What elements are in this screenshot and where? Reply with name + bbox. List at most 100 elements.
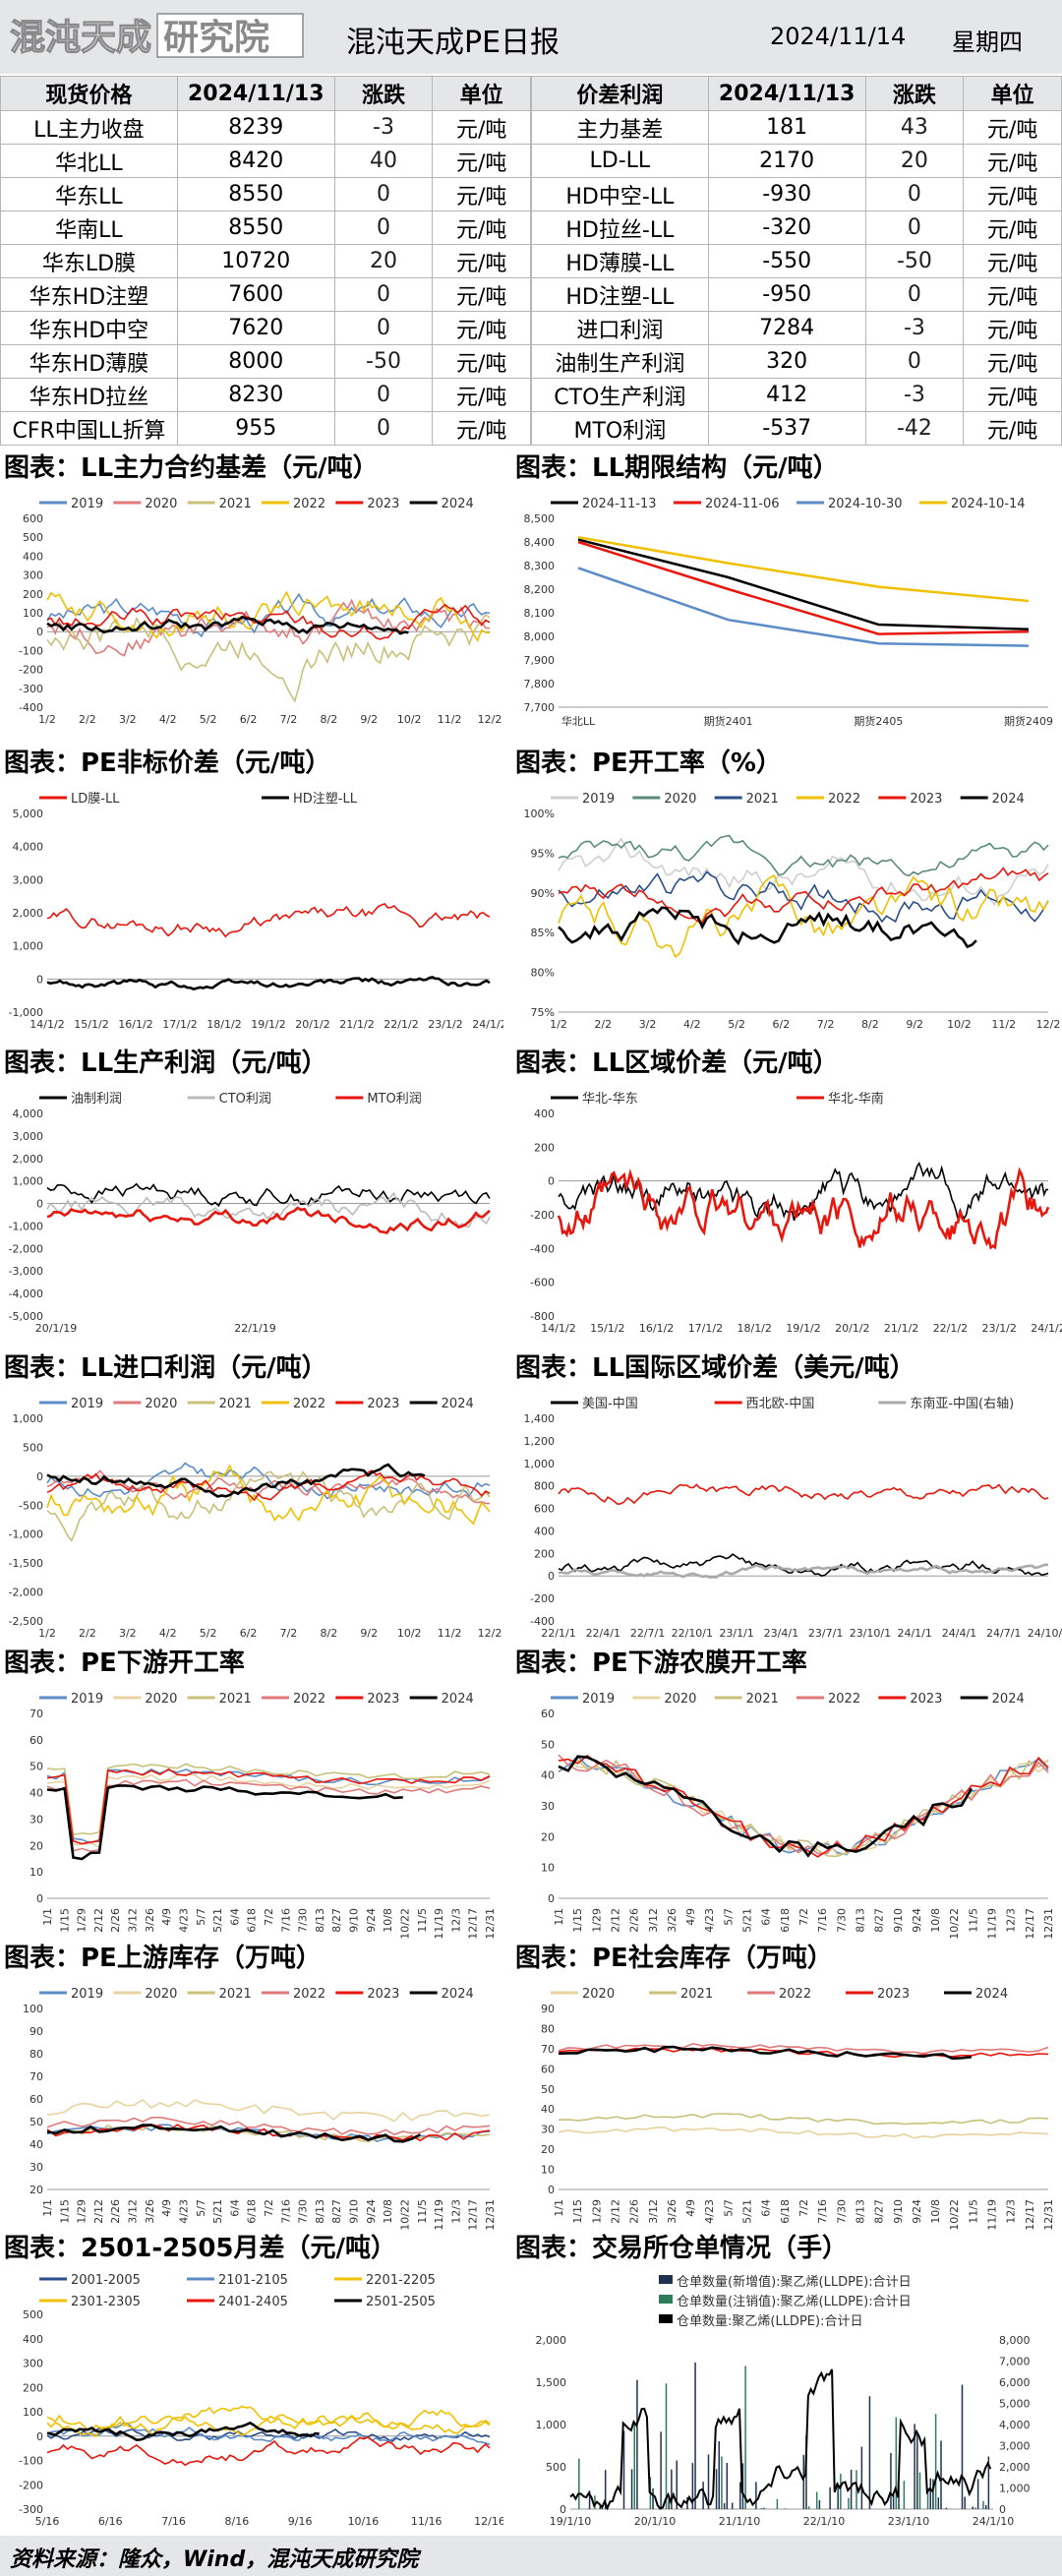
chart-title: 图表：LL进口利润（元/吨） [4, 1353, 327, 1383]
x-tick-label: 9/24 [365, 2199, 378, 2224]
x-tick-label: 11/19 [433, 1908, 445, 1940]
table-cell: 8000 [176, 344, 335, 379]
bar [868, 2396, 871, 2509]
y-tick-label: -1,000 [9, 1528, 43, 1541]
x-tick-label: 12/31 [1042, 1908, 1055, 1940]
table-cell: 元/吨 [963, 411, 1062, 446]
x-tick-label: 10/2 [397, 713, 422, 726]
table-cell: 元/吨 [963, 177, 1062, 211]
table-cell: 0 [864, 210, 965, 245]
bar [630, 2469, 633, 2509]
y-tick-label: 30 [541, 2124, 555, 2136]
series-line [46, 603, 491, 640]
x-tick-label: 7/2 [817, 1018, 835, 1031]
legend-label: 2024 [442, 1397, 474, 1411]
series-line [46, 2098, 491, 2123]
legend-label: 仓单数量:聚乙烯(LLDPE):合计日 [677, 2314, 862, 2329]
x-tick-label: 7/2 [263, 2199, 275, 2217]
y-tick-label: 800 [534, 1480, 555, 1493]
x-tick-label: 4/9 [160, 1908, 173, 1926]
x-tick-label: 22/1/10 [803, 2515, 845, 2528]
legend-item: 2023 [878, 1692, 942, 1707]
y-tick-label: 1,400 [524, 1412, 556, 1425]
chart-title: 图表：LL国际区域价差（美元/吨） [515, 1353, 915, 1383]
y-tick-label: 10 [541, 1862, 555, 1875]
table-cell: 元/吨 [432, 277, 531, 312]
y-tick-label: -2,000 [9, 1587, 43, 1599]
bar [760, 2507, 762, 2509]
legend-label: 仓单数量(新增值):聚乙烯(LLDPE):合计日 [677, 2274, 912, 2290]
x-tick-label: 10/8 [929, 1908, 942, 1933]
bar [707, 2454, 710, 2509]
bar [976, 2479, 979, 2509]
y-tick-label: 400 [23, 2333, 43, 2346]
y-tick-label: 10 [541, 2164, 555, 2177]
bar [604, 2470, 607, 2509]
x-tick-label: 2/26 [628, 1908, 641, 1933]
legend-item: LD膜-LL [39, 792, 120, 807]
series-line [558, 906, 977, 949]
series-line [46, 592, 491, 638]
table-cell: -550 [707, 244, 866, 278]
table-cell: 元/吨 [432, 344, 531, 379]
bar [903, 2481, 906, 2509]
legend-label: 东南亚-中国(右轴) [910, 1396, 1014, 1411]
table-cell: 0 [333, 411, 434, 446]
x-tick-label: 9/10 [892, 2199, 905, 2224]
x-tick-label: 17/1/2 [162, 1018, 197, 1031]
table-row: HD注塑-LL -950 0 元/吨 [531, 277, 1062, 312]
y-tick-label: 0 [548, 1570, 555, 1583]
x-tick-label: 华北LL [561, 714, 596, 728]
y-tick-label: -100 [19, 644, 43, 657]
x-tick-label: 17/1/2 [688, 1322, 723, 1335]
table-cell: 华南LL [0, 210, 178, 245]
bar [671, 2469, 673, 2509]
y-tick-label: 500 [23, 2308, 43, 2321]
table-cell: -320 [707, 210, 866, 245]
x-tick-label: 5/2 [200, 713, 217, 726]
chart-13: 仓单数量(新增值):聚乙烯(LLDPE):合计日仓单数量(注销值):聚乙烯(LL… [536, 2274, 1031, 2528]
legend-item: 2023 [335, 1692, 399, 1707]
bar [964, 2496, 966, 2509]
x-tick-label: 1/2 [550, 1018, 567, 1031]
legend-label: 2021 [680, 1987, 713, 2002]
y-tick-label: -400 [530, 1242, 555, 1255]
legend-label: 2024-10-14 [951, 497, 1026, 511]
legend-item: 东南亚-中国(右轴) [878, 1396, 1014, 1411]
y-tick-label: 500 [546, 2461, 566, 2474]
bar [652, 2488, 654, 2509]
y-tick-label: 200 [23, 2381, 43, 2394]
y-tick-label: 400 [534, 1108, 555, 1120]
bar [848, 2497, 850, 2509]
legend-item: 2024-11-13 [551, 497, 657, 511]
legend-item: 2024 [409, 1692, 474, 1707]
series-line [46, 1470, 491, 1543]
y-tick-label: -200 [19, 2479, 43, 2491]
x-tick-label: 8/27 [873, 2199, 886, 2224]
legend-item: 油制利润 [39, 1092, 122, 1107]
y-tick-label: 80 [541, 2022, 555, 2035]
table-row: CTO生产利润 412 -3 元/吨 [531, 378, 1062, 412]
series-line [558, 870, 1049, 924]
legend-swatch [659, 2275, 673, 2284]
x-tick-label: 8/27 [873, 1908, 886, 1933]
x-tick-label: 4/23 [177, 2199, 190, 2224]
legend-item: 2023 [846, 1987, 910, 2002]
y2-tick-label: 6,000 [999, 2376, 1031, 2389]
series-line [46, 1182, 491, 1208]
bar [972, 2506, 974, 2509]
bar [937, 2497, 940, 2509]
y-tick-label: 1,500 [536, 2376, 567, 2389]
y-tick-label: 60 [30, 1734, 43, 1747]
x-tick-label: 2/12 [609, 1908, 621, 1933]
x-tick-label: 3/12 [127, 1908, 140, 1933]
x-tick-label: 6/2 [240, 1627, 258, 1640]
y-tick-label: 50 [30, 1761, 43, 1773]
y-tick-label: 40 [541, 1769, 555, 1782]
legend-item: 仓单数量(新增值):聚乙烯(LLDPE):合计日 [659, 2274, 912, 2290]
x-tick-label: 23/4/1 [764, 1627, 798, 1640]
series-line [558, 1759, 1049, 1858]
series-line [558, 2045, 973, 2061]
legend-label: 2022 [293, 1987, 325, 2002]
series-line [46, 613, 491, 703]
